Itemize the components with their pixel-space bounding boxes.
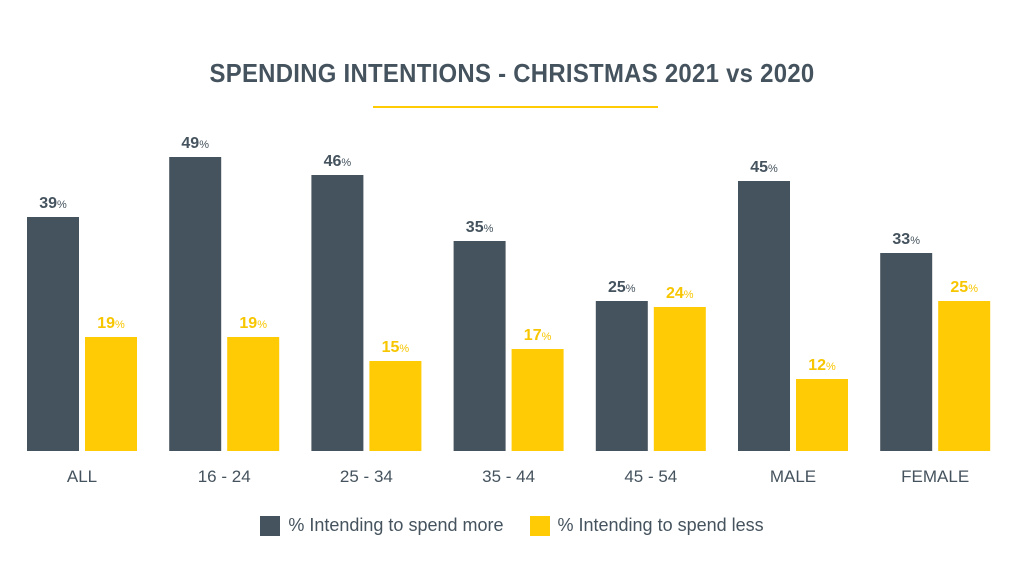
data-label-spend-more-3: 35% — [466, 219, 494, 236]
legend-item-spend-more[interactable]: % Intending to spend more — [260, 515, 504, 536]
bar-spend-more-4 — [595, 301, 648, 451]
data-label-spend-more-0: 39% — [39, 195, 67, 212]
bar-spend-more-1 — [169, 157, 222, 451]
legend-label-spend-more: % Intending to spend more — [288, 515, 504, 535]
bar-spend-less-2 — [369, 361, 422, 451]
chart-title: SPENDING INTENTIONS - CHRISTMAS 2021 vs … — [209, 58, 815, 88]
legend-item-spend-less[interactable]: % Intending to spend less — [529, 515, 764, 536]
data-label-spend-more-6: 33% — [892, 231, 920, 248]
data-label-spend-less-6: 25% — [950, 279, 978, 296]
bar-spend-more-3 — [453, 241, 506, 451]
data-label-spend-less-5: 12% — [808, 357, 836, 374]
data-label-spend-more-4: 25% — [608, 279, 636, 296]
bar-spend-less-5 — [796, 379, 848, 451]
data-label-spend-less-4: 24% — [666, 285, 694, 302]
x-tick-label-3: 35 - 44 — [482, 467, 535, 486]
bar-spend-less-0 — [85, 337, 137, 451]
legend-swatch-spend-more — [260, 515, 281, 536]
x-tick-label-1: 16 - 24 — [198, 467, 251, 486]
bar-spend-less-1 — [227, 337, 280, 451]
bar-spend-less-4 — [653, 307, 706, 451]
data-label-spend-more-1: 49% — [181, 135, 209, 152]
legend: % Intending to spend more % Intending to… — [0, 515, 1024, 536]
bar-spend-more-0 — [27, 217, 79, 451]
x-tick-label-2: 25 - 34 — [340, 467, 393, 486]
data-label-spend-more-5: 45% — [750, 159, 778, 176]
data-label-spend-less-1: 19% — [239, 315, 267, 332]
legend-swatch-spend-less — [529, 515, 550, 536]
title-underline — [373, 106, 658, 108]
bar-spend-less-6 — [938, 301, 991, 451]
data-label-spend-less-0: 19% — [97, 315, 125, 332]
legend-label-spend-less: % Intending to spend less — [557, 515, 764, 535]
bar-spend-more-5 — [738, 181, 790, 451]
x-tick-label-4: 45 - 54 — [624, 467, 677, 486]
bar-spend-more-6 — [880, 253, 933, 451]
x-tick-label-5: MALE — [770, 467, 816, 486]
x-tick-label-0: ALL — [67, 467, 97, 486]
data-label-spend-less-2: 15% — [382, 339, 410, 356]
bar-spend-more-2 — [311, 175, 364, 451]
bar-spend-less-3 — [511, 349, 564, 451]
data-label-spend-more-2: 46% — [324, 153, 352, 170]
x-tick-label-6: FEMALE — [901, 467, 969, 486]
data-label-spend-less-3: 17% — [524, 327, 552, 344]
